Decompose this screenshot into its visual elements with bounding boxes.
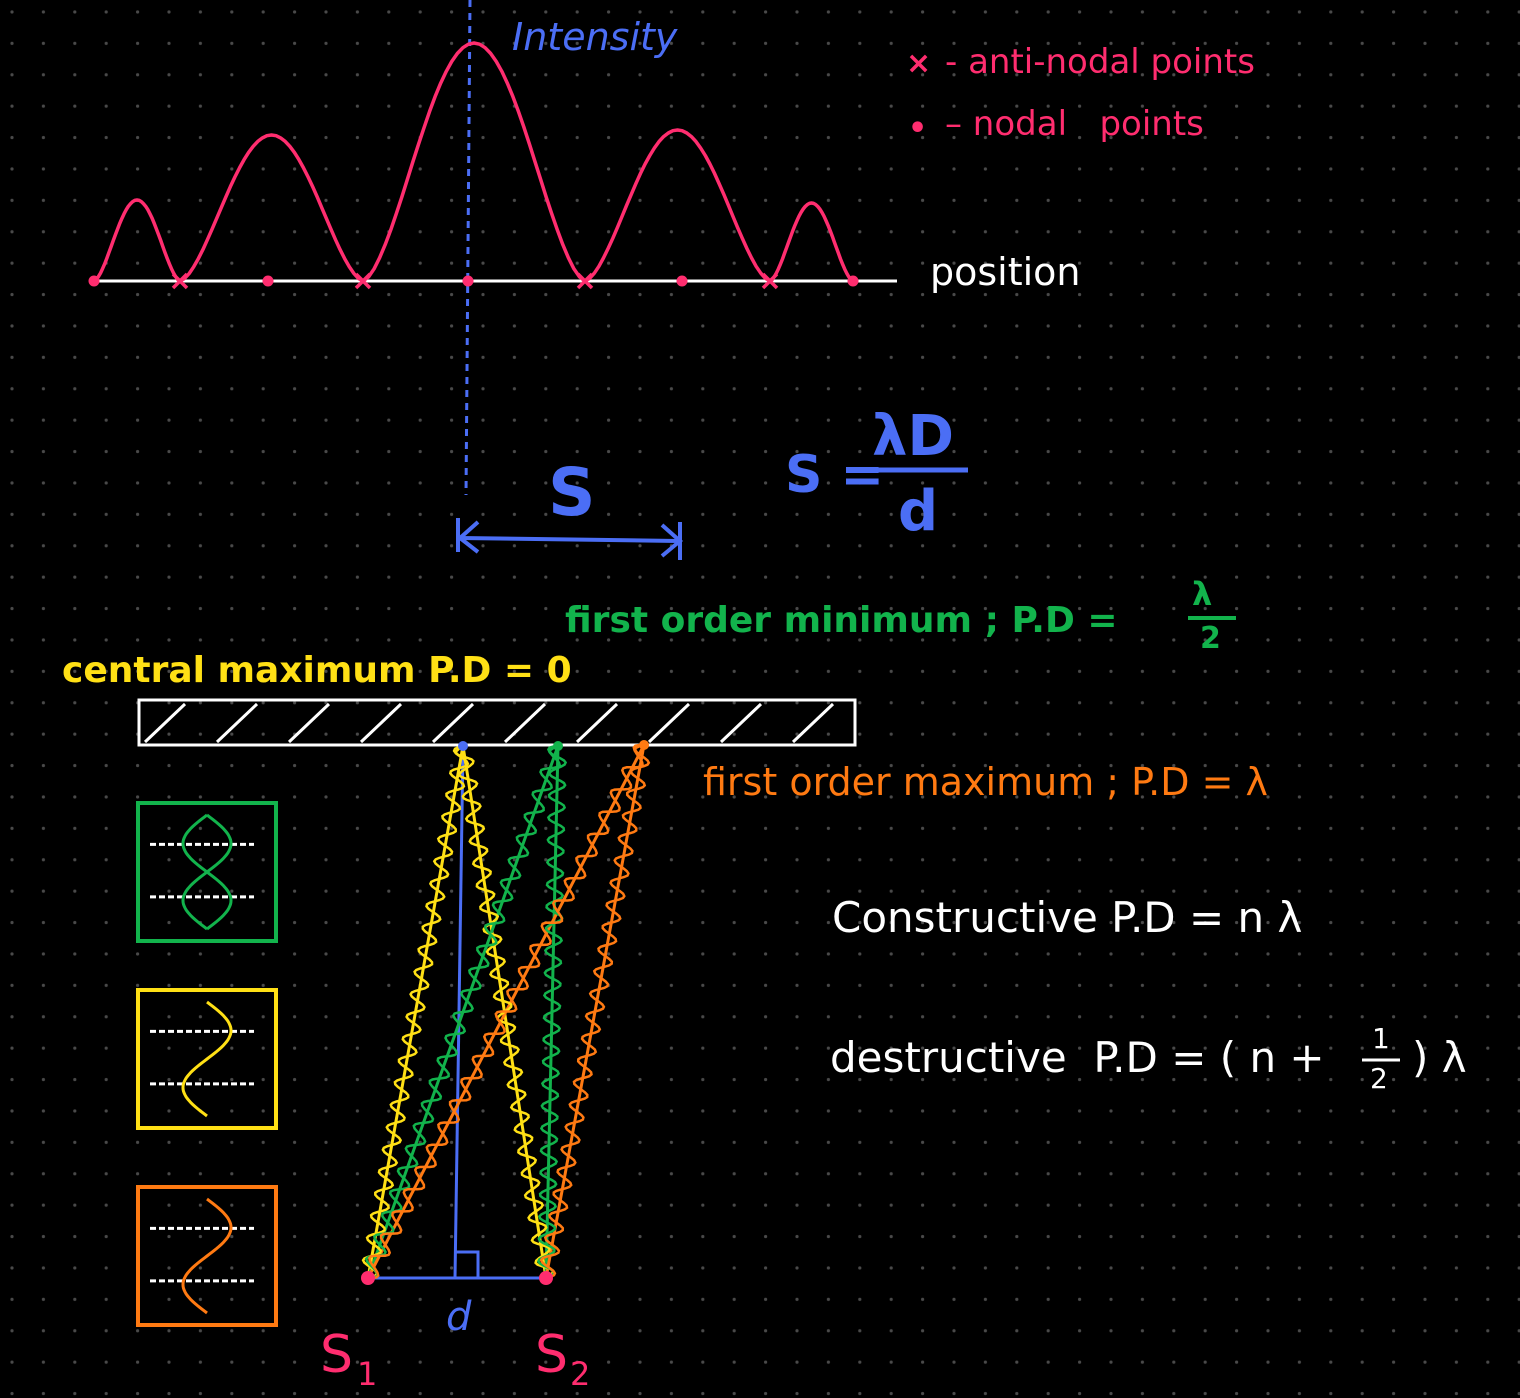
antinodal-point (576, 272, 594, 290)
antinodal-point (354, 272, 372, 290)
screen-point-minimum (553, 741, 563, 751)
orange-phase-box (136, 1185, 278, 1327)
intensity-curve (92, 41, 855, 283)
first-order-maximum-label: first order maximum ; P.D = λ (703, 760, 1268, 804)
antinodal-point (761, 272, 779, 290)
first-order-minimum-den: 2 (1200, 621, 1221, 656)
intensity-axis (464, 0, 472, 496)
phase-box-frame (136, 801, 278, 943)
hatch-line (215, 702, 259, 744)
hatch-line (791, 702, 835, 744)
hatch-line (647, 702, 691, 744)
fringe-spacing: S S = λD d (456, 404, 968, 560)
phase-wave (181, 1000, 233, 1118)
position-axis-label: position (930, 250, 1081, 294)
ray-waves (361, 743, 651, 1280)
hatch-line (719, 702, 763, 744)
double-slit: S 1 S 2 d (320, 740, 651, 1393)
right-angle-marker (454, 1250, 480, 1278)
phase-wave (181, 1197, 233, 1315)
screen-point-maximum (639, 740, 649, 750)
legend-nodal-marker: • (908, 111, 927, 146)
fringe-spacing-arrow-shaft (459, 536, 679, 543)
first-order-minimum-num: λ (1192, 575, 1212, 613)
formula-lhs: S = (785, 445, 884, 505)
nodal-point (676, 275, 688, 287)
phase-wave (181, 813, 233, 931)
phase-box-frame (136, 1185, 278, 1327)
nodal-point (262, 275, 274, 287)
destructive-suffix: ) λ (1412, 1033, 1467, 1082)
yellow-phase-box (136, 988, 278, 1130)
source-1-subscript: 1 (357, 1355, 377, 1393)
ray-wave (361, 744, 470, 1280)
slit-separation-label: d (446, 1294, 472, 1340)
ray-wave (368, 743, 644, 1280)
first-order-minimum-label: first order minimum ; P.D = (565, 600, 1118, 641)
antinodal-point (171, 272, 189, 290)
screen-point-central (458, 741, 468, 751)
screen (137, 698, 857, 747)
fringe-spacing-arrow-left (456, 520, 480, 554)
intensity-graph: Intensity position × - anti-nodal points… (88, 0, 1255, 496)
nodal-points (88, 275, 859, 287)
legend-antinodal-text: - anti-nodal points (945, 42, 1255, 82)
screen-bar (137, 698, 857, 747)
source-2-dot (539, 1271, 553, 1285)
antinodal-points (171, 272, 779, 290)
hatch-line (503, 702, 547, 744)
legend-antinodal-marker: × (906, 46, 931, 81)
central-maximum-label: central maximum P.D = 0 (62, 650, 572, 691)
hatch-line (143, 702, 187, 744)
formula-numerator: λD (872, 404, 954, 469)
phase-box-frame (136, 988, 278, 1130)
destructive-prefix: destructive P.D = ( n + (830, 1033, 1325, 1082)
destructive-den: 2 (1370, 1062, 1388, 1095)
constructive-label: Constructive P.D = n λ (832, 893, 1302, 942)
hatch-line (575, 702, 619, 744)
source-2-subscript: 2 (570, 1355, 590, 1393)
hatch-line (287, 702, 331, 744)
nodal-point (462, 275, 474, 287)
hatch-line (431, 702, 475, 744)
fringe-spacing-symbol: S (548, 454, 596, 531)
nodal-point (88, 275, 100, 287)
intensity-axis-label: Intensity (512, 15, 678, 59)
source-1-label: S (320, 1325, 353, 1385)
green-phase-box (136, 801, 278, 943)
formula-denominator: d (898, 479, 938, 544)
source-1-dot (361, 1271, 375, 1285)
legend-nodal-text: – nodal points (945, 104, 1204, 144)
ray-wave (364, 744, 562, 1280)
hatch-line (359, 702, 403, 744)
phase-boxes (136, 801, 278, 1327)
ray-wave (539, 743, 651, 1280)
source-2-label: S (535, 1325, 568, 1385)
nodal-point (847, 275, 859, 287)
screen-hatching (143, 702, 835, 744)
destructive-num: 1 (1372, 1022, 1390, 1055)
ray-wave (536, 744, 568, 1280)
